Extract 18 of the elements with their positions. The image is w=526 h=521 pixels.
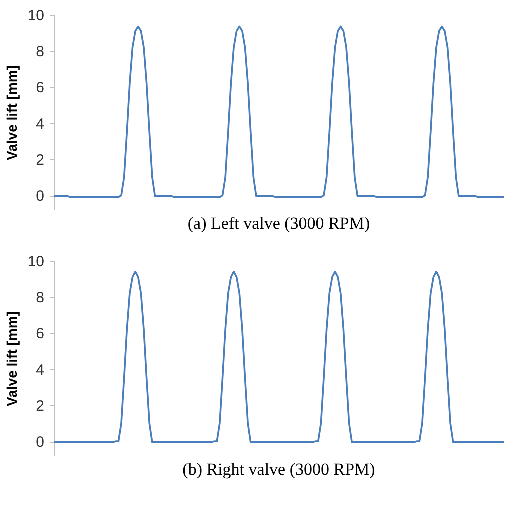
line-series [53, 270, 505, 444]
y-tick-label: 8 [36, 44, 44, 61]
y-tick-label: 6 [36, 326, 44, 343]
y-tick-label: 10 [28, 254, 44, 270]
y-tick-label: 0 [36, 188, 44, 206]
y-tick-label: 4 [36, 362, 44, 379]
y-tick-label: 8 [36, 290, 44, 307]
y-axis-title: Valve lift [mm] [4, 66, 20, 160]
text: (b) Right valve (3000 RPM) [182, 460, 376, 479]
y-tick-label: 2 [36, 398, 44, 415]
y-tick-label: 0 [36, 434, 44, 452]
y-tick-label: 2 [36, 152, 44, 169]
text: (a) Left valve (3000 RPM) [188, 214, 370, 233]
y-tick-label: 4 [36, 116, 44, 133]
y-tick-label: 6 [36, 80, 44, 97]
y-axis-title: Valve lift [mm] [4, 312, 20, 406]
y-tick-label: 10 [28, 8, 44, 24]
line-series [53, 26, 505, 198]
